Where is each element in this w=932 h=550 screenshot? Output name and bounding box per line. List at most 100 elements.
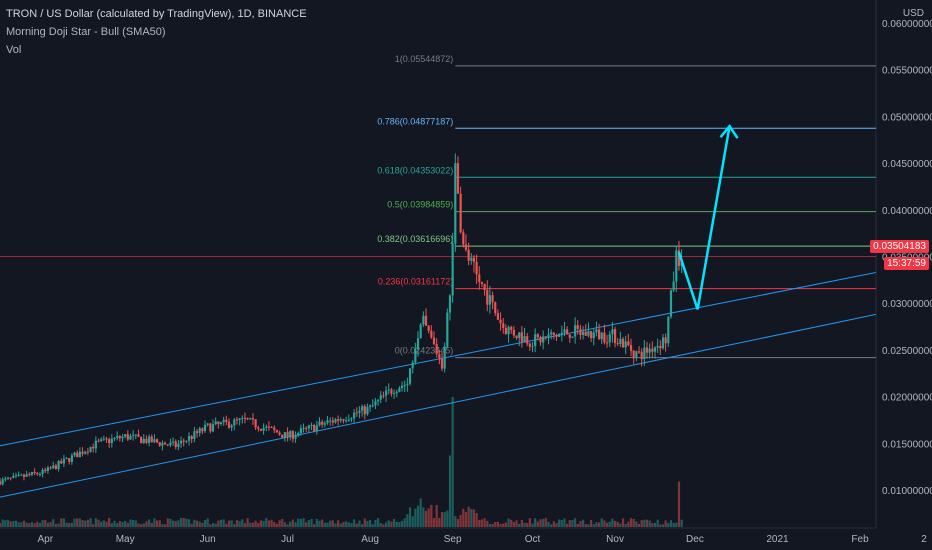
volume-bar [470,508,473,527]
volume-bar [483,518,486,527]
volume-bar [238,521,241,527]
volume-bar [536,521,539,527]
candle-body [41,469,44,475]
candle-body [291,431,294,439]
candle-body [54,465,58,470]
volume-bar [518,523,521,527]
candle-body [86,451,89,453]
candle-body [398,388,401,392]
candle-body [488,295,492,305]
volume-bar [150,522,153,527]
candle-body [438,354,441,359]
candle-body [579,329,582,335]
symbol-title[interactable]: TRON / US Dollar (calculated by TradingV… [6,8,307,20]
candle-body [310,425,313,427]
candle-body [140,436,143,444]
volume-bar [17,522,20,527]
volume-bar [443,512,446,527]
candle-body [203,424,207,432]
candle-body [675,250,678,282]
candle-body [76,452,79,458]
candle-body [17,474,20,476]
volume-bar [318,520,321,527]
volume-bar [629,518,633,527]
candle-body [632,350,635,358]
candle-body [81,451,84,454]
volume-bar [539,519,542,527]
candle-body [137,434,140,437]
volume-bar [579,521,582,527]
candle-body [494,302,497,314]
candle-body [651,348,654,352]
volume-bar [217,520,220,527]
candle-body [637,351,641,353]
price-tick-label: 0.05500000 [882,66,932,77]
time-tick-label: May [116,534,135,545]
indicator-label[interactable]: Morning Doji Star - Bull (SMA50) [6,26,166,38]
volume-bar [440,512,444,527]
time-tick-label: Feb [851,534,869,545]
price-tick-label: 0.01500000 [882,439,932,450]
candle-body [571,336,574,338]
candle-body [590,331,593,339]
volume-bar [491,523,494,527]
candle-body [73,452,76,456]
time-tick-label: Nov [606,534,624,545]
volume-bar [432,518,436,527]
candle-body [132,435,135,437]
volume-bar [52,519,55,527]
volume-bar [158,520,161,527]
volume-bar [267,520,271,527]
candle-body [667,316,670,344]
candle-body [528,343,531,347]
candle-body [392,393,396,395]
candle-body [30,471,34,475]
volume-label[interactable]: Vol [6,44,22,56]
candle-body [512,330,515,336]
candle-body [198,428,201,433]
volume-bar [496,521,500,527]
candle-body [171,441,175,443]
volume-bar [587,524,590,527]
volume-bar [326,522,329,527]
candle-body [430,330,433,338]
price-tick-label: 0.03000000 [882,299,932,310]
volume-bar [20,522,23,527]
volume-bar [198,521,201,527]
candle-body [337,419,340,421]
candle-body [36,473,39,475]
volume-bar [140,524,143,527]
price-tick-label: 0.05000000 [882,112,932,123]
candle-body [653,347,657,352]
volume-bar [323,522,326,527]
volume-bar [400,520,404,527]
volume-bar [451,397,454,527]
volume-bar [153,518,156,527]
candle-body [235,419,239,421]
volume-bar [299,518,302,527]
candle-body [78,451,81,458]
candle-body [355,412,358,414]
volume-bar [613,520,617,527]
price-tick-label: 0.02000000 [882,393,932,404]
candle-body [217,421,220,424]
volume-bar [462,508,465,527]
candle-body [342,419,345,421]
volume-bar [619,523,622,527]
candle-body [246,418,249,420]
volume-bar [243,523,247,527]
candle-body [275,430,279,433]
volume-bar [294,522,297,527]
candle-body [273,427,276,431]
volume-bar [574,518,577,527]
volume-bar [392,518,396,527]
volume-bar [257,522,260,527]
volume-bar [92,524,95,527]
volume-bar [118,521,121,527]
candle-body [621,338,625,348]
candle-body [659,345,662,349]
candle-body [510,327,513,331]
candle-body [374,401,377,406]
